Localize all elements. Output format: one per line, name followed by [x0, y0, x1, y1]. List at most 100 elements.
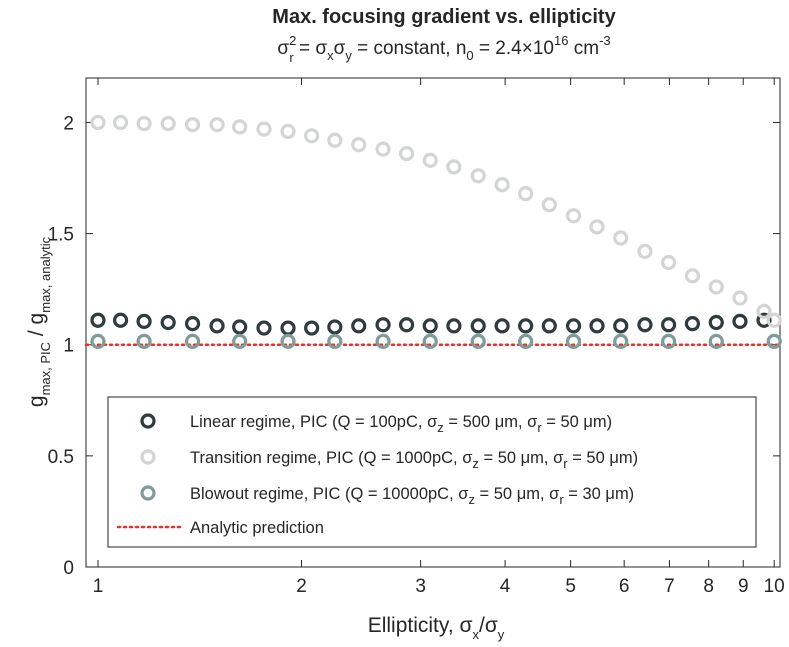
- legend-label-blowout: Blowout regime, PIC (Q = 10000pC, σz = 5…: [190, 485, 634, 507]
- x-axis-label: Ellipticity, σx/σy: [368, 614, 505, 642]
- x-tick-label: 9: [738, 576, 749, 597]
- point-transition: [422, 152, 438, 168]
- point-transition: [637, 243, 653, 259]
- point-transition: [184, 117, 201, 133]
- point-transition: [732, 290, 748, 306]
- point-transition: [351, 137, 367, 153]
- chart-title: Max. focusing gradient vs. ellipticity: [272, 6, 616, 28]
- point-linear: [256, 320, 272, 336]
- point-transition: [375, 141, 391, 157]
- x-tick-label: 3: [415, 576, 426, 597]
- point-blowout: [422, 333, 438, 349]
- axis-ticks: 1 2 3 4 5 6 7 8 9 10 0 0.5 1 1.5 2: [48, 78, 785, 597]
- subtitle-sup-2: 2: [289, 33, 296, 48]
- point-linear: [136, 313, 152, 329]
- point-linear: [661, 317, 677, 333]
- series-transition: [90, 114, 782, 328]
- point-linear: [422, 318, 438, 334]
- point-blowout: [90, 333, 106, 349]
- series-linear: [90, 312, 772, 336]
- point-linear: [541, 318, 557, 334]
- point-blowout: [766, 333, 782, 349]
- legend: Linear regime, PIC (Q = 100pC, σz = 500 …: [107, 396, 757, 548]
- point-linear: [732, 313, 748, 329]
- point-blowout: [565, 333, 582, 349]
- point-blowout: [518, 333, 534, 349]
- point-linear: [756, 312, 772, 328]
- y-tick-label: 2: [63, 113, 74, 134]
- x-tick-label: 1: [93, 576, 104, 597]
- point-transition: [304, 128, 320, 144]
- point-linear: [90, 312, 106, 328]
- point-linear: [280, 320, 296, 336]
- point-transition: [565, 208, 582, 224]
- chart-subtitle: σ2 r = σxσy = constant, n0 = 2.4×1016 cm-…: [277, 33, 610, 65]
- x-tick-label: 4: [500, 576, 511, 597]
- point-linear: [589, 318, 605, 334]
- point-linear: [375, 317, 391, 333]
- point-transition: [541, 197, 557, 213]
- legend-box: [107, 396, 757, 548]
- point-blowout: [136, 333, 152, 349]
- x-tick-label: 5: [565, 576, 576, 597]
- point-linear: [518, 318, 534, 334]
- point-blowout: [232, 333, 248, 349]
- subtitle-sub-r: r: [289, 50, 294, 65]
- point-blowout: [661, 333, 677, 349]
- legend-label-linear: Linear regime, PIC (Q = 100pC, σz = 500 …: [190, 413, 612, 435]
- point-transition: [470, 168, 486, 184]
- point-transition: [209, 117, 225, 133]
- point-linear: [565, 318, 582, 334]
- point-linear: [304, 320, 320, 336]
- point-transition: [766, 312, 782, 328]
- point-transition: [256, 121, 272, 137]
- point-transition: [398, 145, 415, 162]
- point-linear: [470, 318, 486, 334]
- data-points: [90, 114, 782, 349]
- point-transition: [756, 303, 772, 319]
- legend-marker-transition: [140, 449, 156, 465]
- point-transition: [232, 119, 248, 135]
- legend-marker-linear: [140, 413, 156, 429]
- point-transition: [280, 123, 296, 139]
- y-tick-label: 0: [63, 558, 74, 579]
- point-linear: [494, 318, 510, 334]
- subtitle-sigma-r: σ: [277, 38, 289, 59]
- point-linear: [613, 318, 629, 334]
- legend-marker-blowout: [140, 485, 156, 501]
- point-blowout: [375, 333, 391, 349]
- point-transition: [136, 115, 152, 132]
- point-transition: [90, 114, 106, 131]
- point-linear: [232, 319, 248, 335]
- point-transition: [446, 159, 462, 175]
- point-linear: [112, 312, 129, 328]
- x-tick-label: 7: [664, 576, 675, 597]
- point-transition: [684, 268, 701, 284]
- point-transition: [112, 114, 129, 131]
- point-linear: [327, 319, 343, 335]
- point-linear: [209, 318, 225, 334]
- point-transition: [661, 254, 677, 271]
- y-tick-label: 1: [63, 336, 74, 357]
- y-tick-label: 0.5: [48, 447, 74, 468]
- point-transition: [518, 185, 534, 202]
- point-blowout: [708, 333, 724, 349]
- x-tick-label: 2: [296, 576, 307, 597]
- point-transition: [160, 115, 176, 132]
- point-blowout: [280, 333, 296, 349]
- legend-label-analytic: Analytic prediction: [190, 519, 324, 537]
- legend-label-transition: Transition regime, PIC (Q = 1000pC, σz =…: [190, 449, 638, 471]
- point-transition: [708, 279, 724, 295]
- point-linear: [708, 314, 724, 331]
- point-blowout: [470, 333, 486, 349]
- point-transition: [613, 230, 629, 246]
- point-linear: [184, 316, 201, 332]
- y-axis-label: gmax, PIC / gmax, analytic: [25, 236, 53, 407]
- y-tick-label: 1.5: [48, 225, 74, 246]
- point-linear: [351, 318, 367, 334]
- point-transition: [494, 177, 510, 193]
- point-transition: [589, 219, 605, 235]
- x-tick-label: 10: [764, 576, 785, 597]
